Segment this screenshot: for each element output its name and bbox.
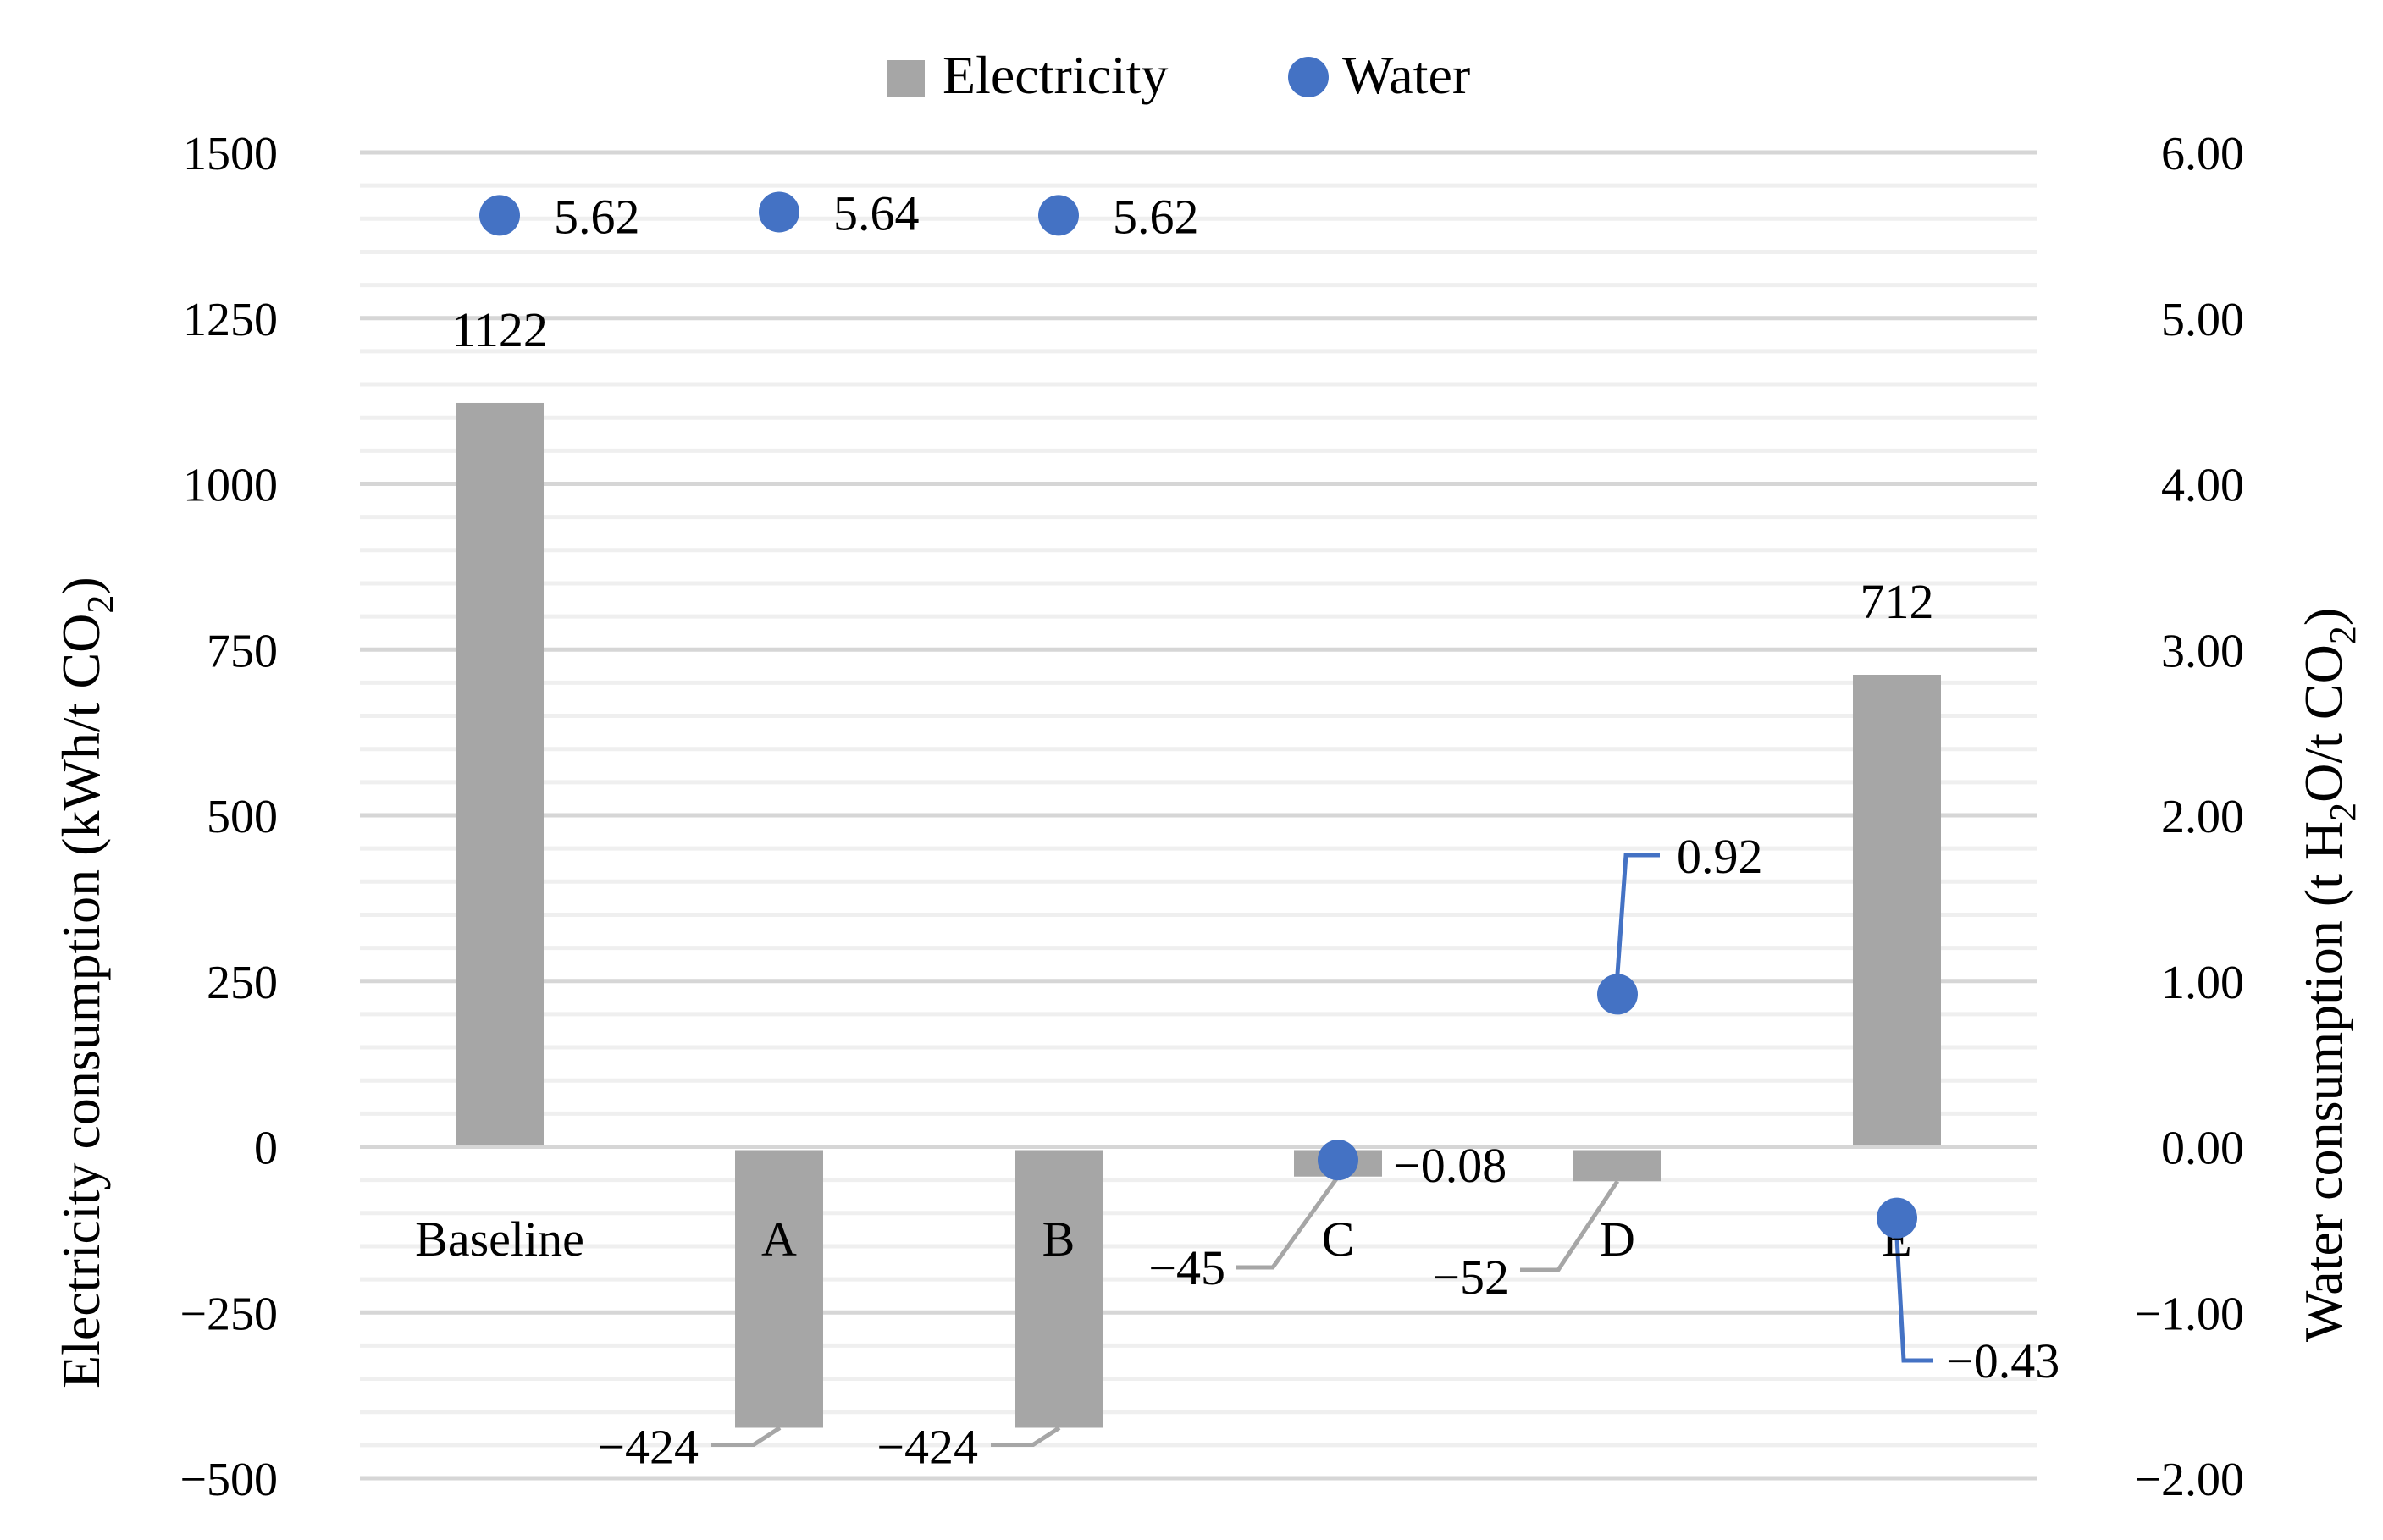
legend-electricity-swatch: [887, 60, 925, 97]
right-tick-label: 0.00: [2161, 1123, 2244, 1175]
left-tick-label: 750: [207, 625, 278, 677]
leader-line: [1615, 853, 1660, 974]
water-point-e: [1877, 1197, 1917, 1239]
right-tick-label: 1.00: [2161, 957, 2244, 1009]
right-axis-title: Water consumption (t H2O/t CO2): [2293, 608, 2364, 1342]
leader-line: [711, 1426, 782, 1447]
leader-line: [1894, 1238, 1933, 1363]
water-point-c: [1318, 1140, 1358, 1181]
right-tick-label: −1.00: [2134, 1288, 2244, 1340]
leader-lines: [711, 853, 1933, 1447]
leader-line: [1236, 1175, 1341, 1270]
category-labels: Baseline A B C D E: [415, 1212, 1912, 1267]
legend-water-marker: [1288, 57, 1329, 97]
right-axis-ticks: 6.00 5.00 4.00 3.00 2.00 1.00 0.00 −1.00 −2.00: [2134, 128, 2244, 1506]
left-tick-label: −500: [180, 1454, 278, 1506]
electricity-bar-d: [1573, 1150, 1661, 1182]
data-label: 5.64: [833, 185, 920, 240]
data-label: −0.08: [1393, 1138, 1507, 1193]
category-label: C: [1322, 1212, 1355, 1267]
left-tick-label: 1000: [183, 460, 278, 512]
legend-water-label: Water: [1342, 45, 1470, 105]
water-point-a: [759, 191, 799, 233]
left-axis-ticks: 1500 1250 1000 750 500 250 0 −250 −500: [180, 128, 278, 1506]
data-label: −424: [597, 1419, 699, 1474]
water-point-baseline: [479, 195, 520, 236]
right-tick-label: 4.00: [2161, 460, 2244, 512]
category-label: A: [761, 1212, 797, 1267]
right-tick-label: 6.00: [2161, 128, 2244, 180]
right-tick-label: 2.00: [2161, 791, 2244, 843]
left-tick-label: 250: [207, 957, 278, 1009]
leader-line: [1520, 1179, 1620, 1272]
left-axis-title: Electricity consumption (kWh/t CO2): [51, 577, 121, 1388]
category-label: Baseline: [415, 1212, 584, 1267]
category-label: D: [1600, 1212, 1635, 1267]
electricity-bar-e: [1853, 675, 1941, 1145]
left-tick-label: 0: [254, 1123, 278, 1175]
data-label: 1122: [451, 302, 548, 357]
right-tick-label: 3.00: [2161, 625, 2244, 677]
data-labels: 1122 712 −424 −424 −45 −52 5.62 5.64 5.62 −0.08 0.…: [451, 185, 2060, 1474]
electricity-bars: [456, 402, 1941, 1428]
data-label: 5.62: [1113, 189, 1199, 244]
category-label: B: [1042, 1212, 1075, 1267]
data-label: 0.92: [1677, 829, 1763, 884]
right-tick-label: 5.00: [2161, 294, 2244, 346]
data-label: −52: [1432, 1250, 1509, 1305]
electricity-bar-baseline: [456, 402, 544, 1145]
electricity-bar-b: [1015, 1150, 1103, 1428]
data-label: 5.62: [554, 189, 640, 244]
water-point-d: [1597, 974, 1638, 1015]
water-points: [479, 191, 1917, 1239]
gridlines: [360, 150, 2037, 1481]
legend-electricity-label: Electricity: [943, 45, 1169, 105]
data-label: −45: [1148, 1240, 1225, 1295]
water-point-b: [1038, 195, 1079, 236]
legend: Electricity Water: [887, 45, 1470, 105]
left-tick-label: −250: [180, 1288, 278, 1340]
data-label: −0.43: [1946, 1333, 2060, 1388]
data-label: −424: [876, 1419, 978, 1474]
leader-line: [991, 1426, 1061, 1447]
left-tick-label: 500: [207, 791, 278, 843]
electricity-bar-a: [735, 1150, 823, 1428]
right-tick-label: −2.00: [2134, 1454, 2244, 1506]
left-tick-label: 1250: [183, 294, 278, 346]
data-label: 712: [1861, 574, 1934, 629]
left-tick-label: 1500: [183, 128, 278, 180]
